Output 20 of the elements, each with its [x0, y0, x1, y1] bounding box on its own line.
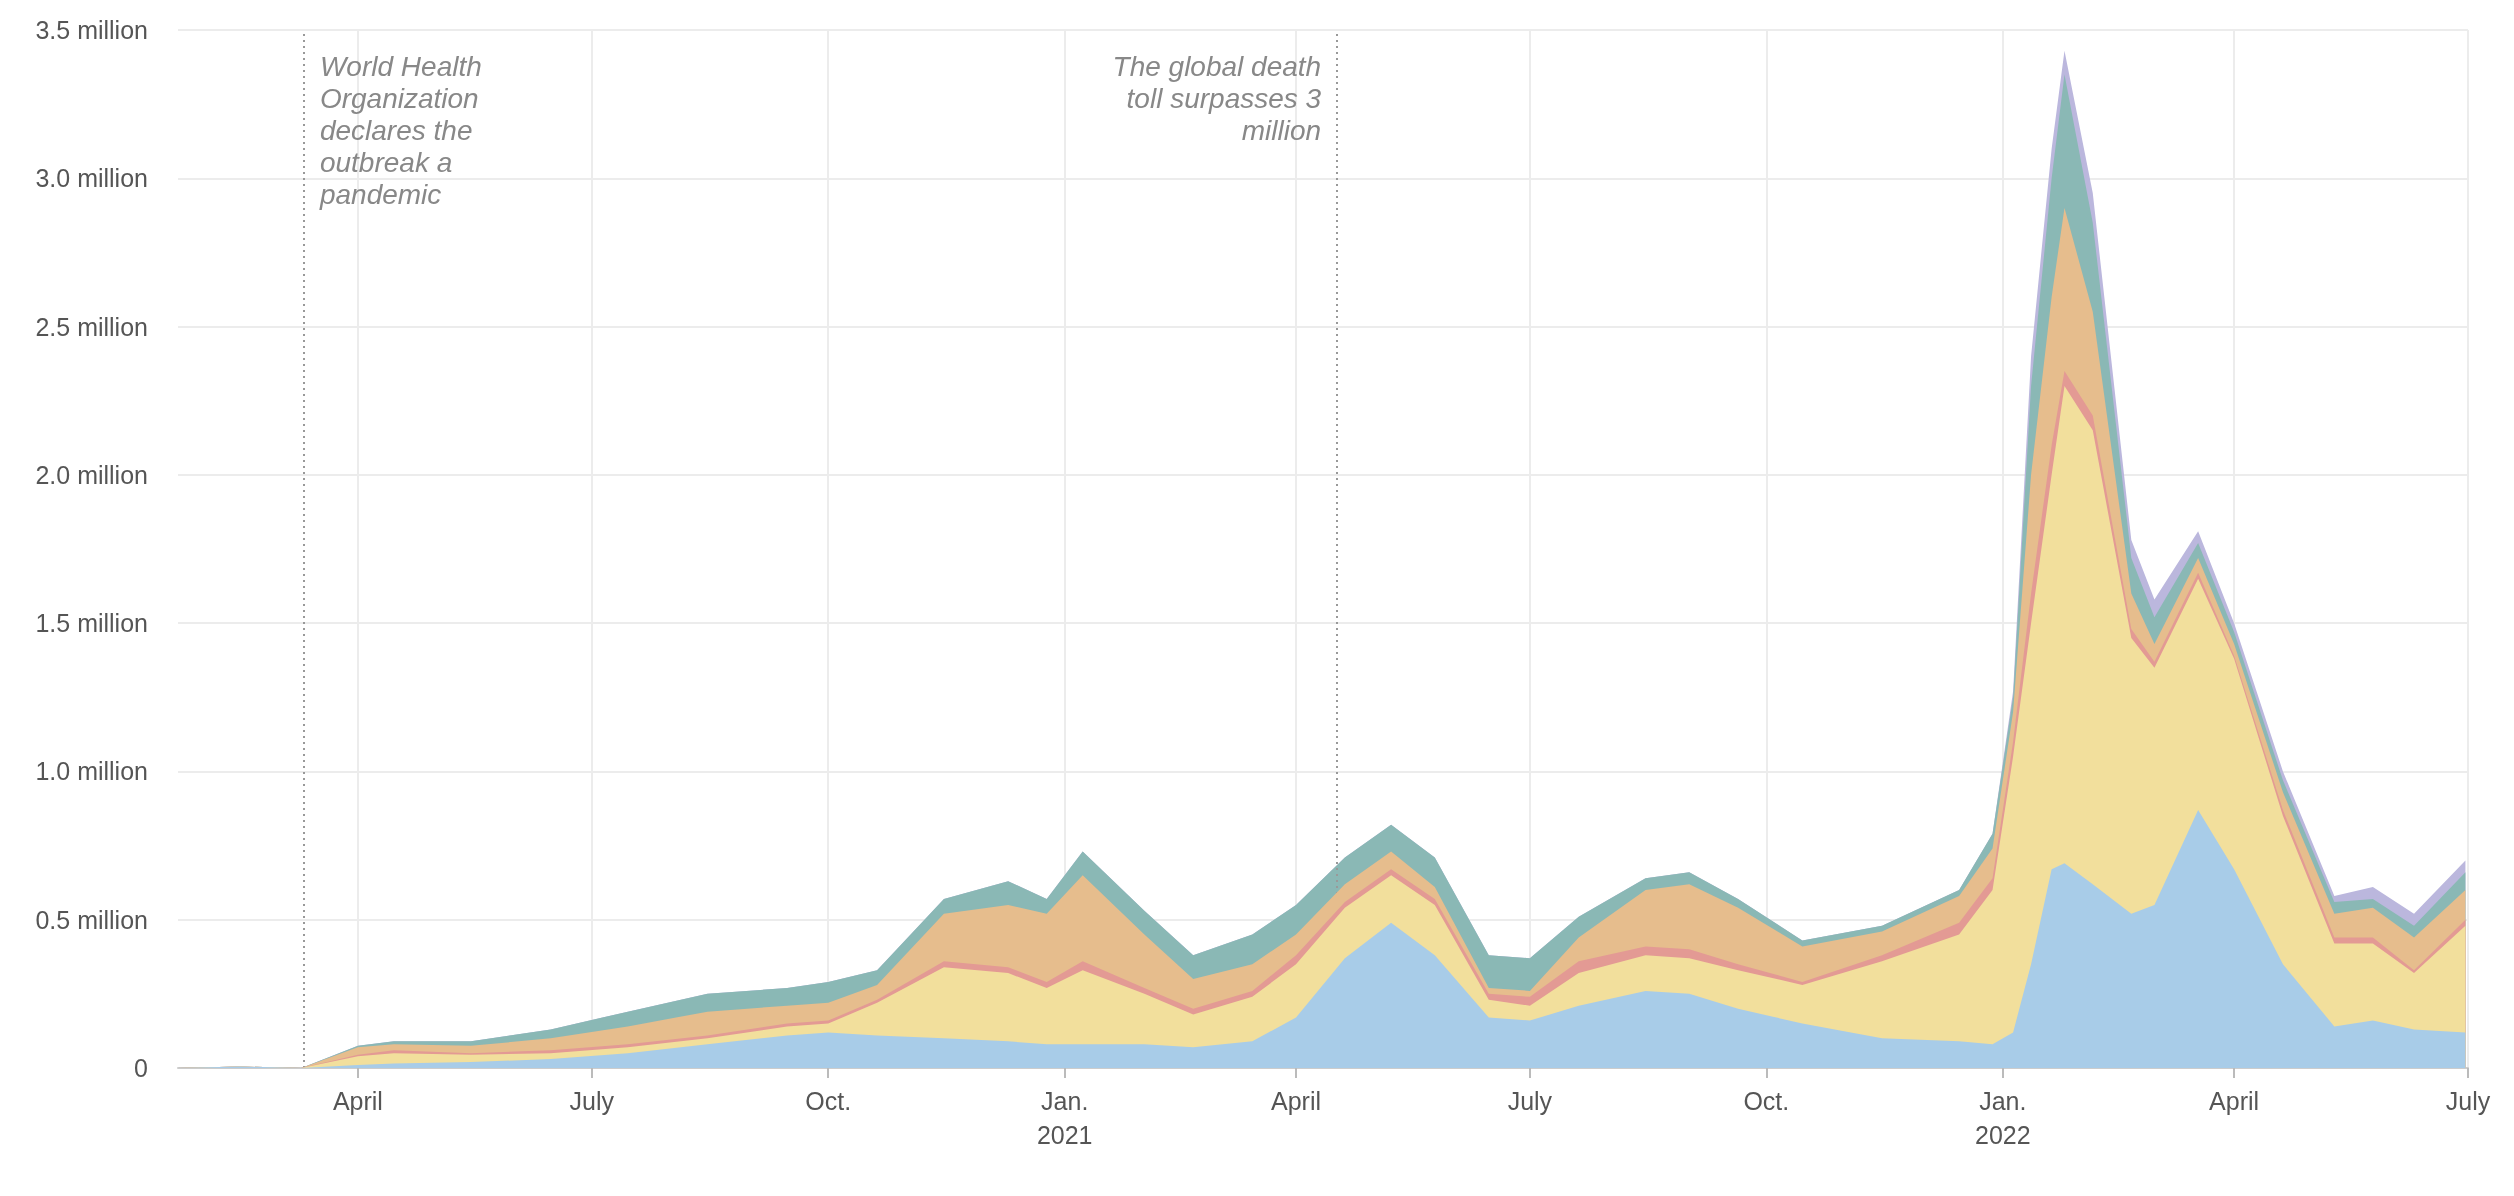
ref-line-label: World Health Organization declares the outbreak a pandemic — [318, 50, 490, 210]
x-tick-label: Jan. 2021 — [1036, 1087, 1093, 1149]
x-tick-label: April — [2209, 1087, 2260, 1115]
y-tick-label: 2.5 million — [35, 312, 148, 341]
x-tick-label: Oct. — [805, 1087, 852, 1115]
y-tick-label: 3.0 million — [35, 164, 148, 193]
x-tick-label: Oct. — [1743, 1087, 1790, 1115]
x-tick-label: Jan. 2022 — [1974, 1087, 2031, 1149]
y-tick-label: 1.5 million — [35, 609, 148, 638]
y-tick-label: 2.0 million — [35, 460, 148, 489]
x-tick-label: April — [1271, 1087, 1322, 1115]
x-tick-label: July — [2445, 1087, 2491, 1115]
ref-line-label: The global death toll surpasses 3 million — [1112, 50, 1322, 146]
y-tick-label: 3.5 million — [35, 16, 148, 44]
y-tick-label: 1.0 million — [35, 757, 148, 786]
y-tick-label: 0 — [134, 1054, 148, 1082]
x-tick-label: July — [1507, 1087, 1553, 1115]
y-tick-label: 0.5 million — [35, 905, 148, 934]
x-tick-label: April — [332, 1087, 383, 1115]
x-tick-label: July — [569, 1087, 615, 1115]
